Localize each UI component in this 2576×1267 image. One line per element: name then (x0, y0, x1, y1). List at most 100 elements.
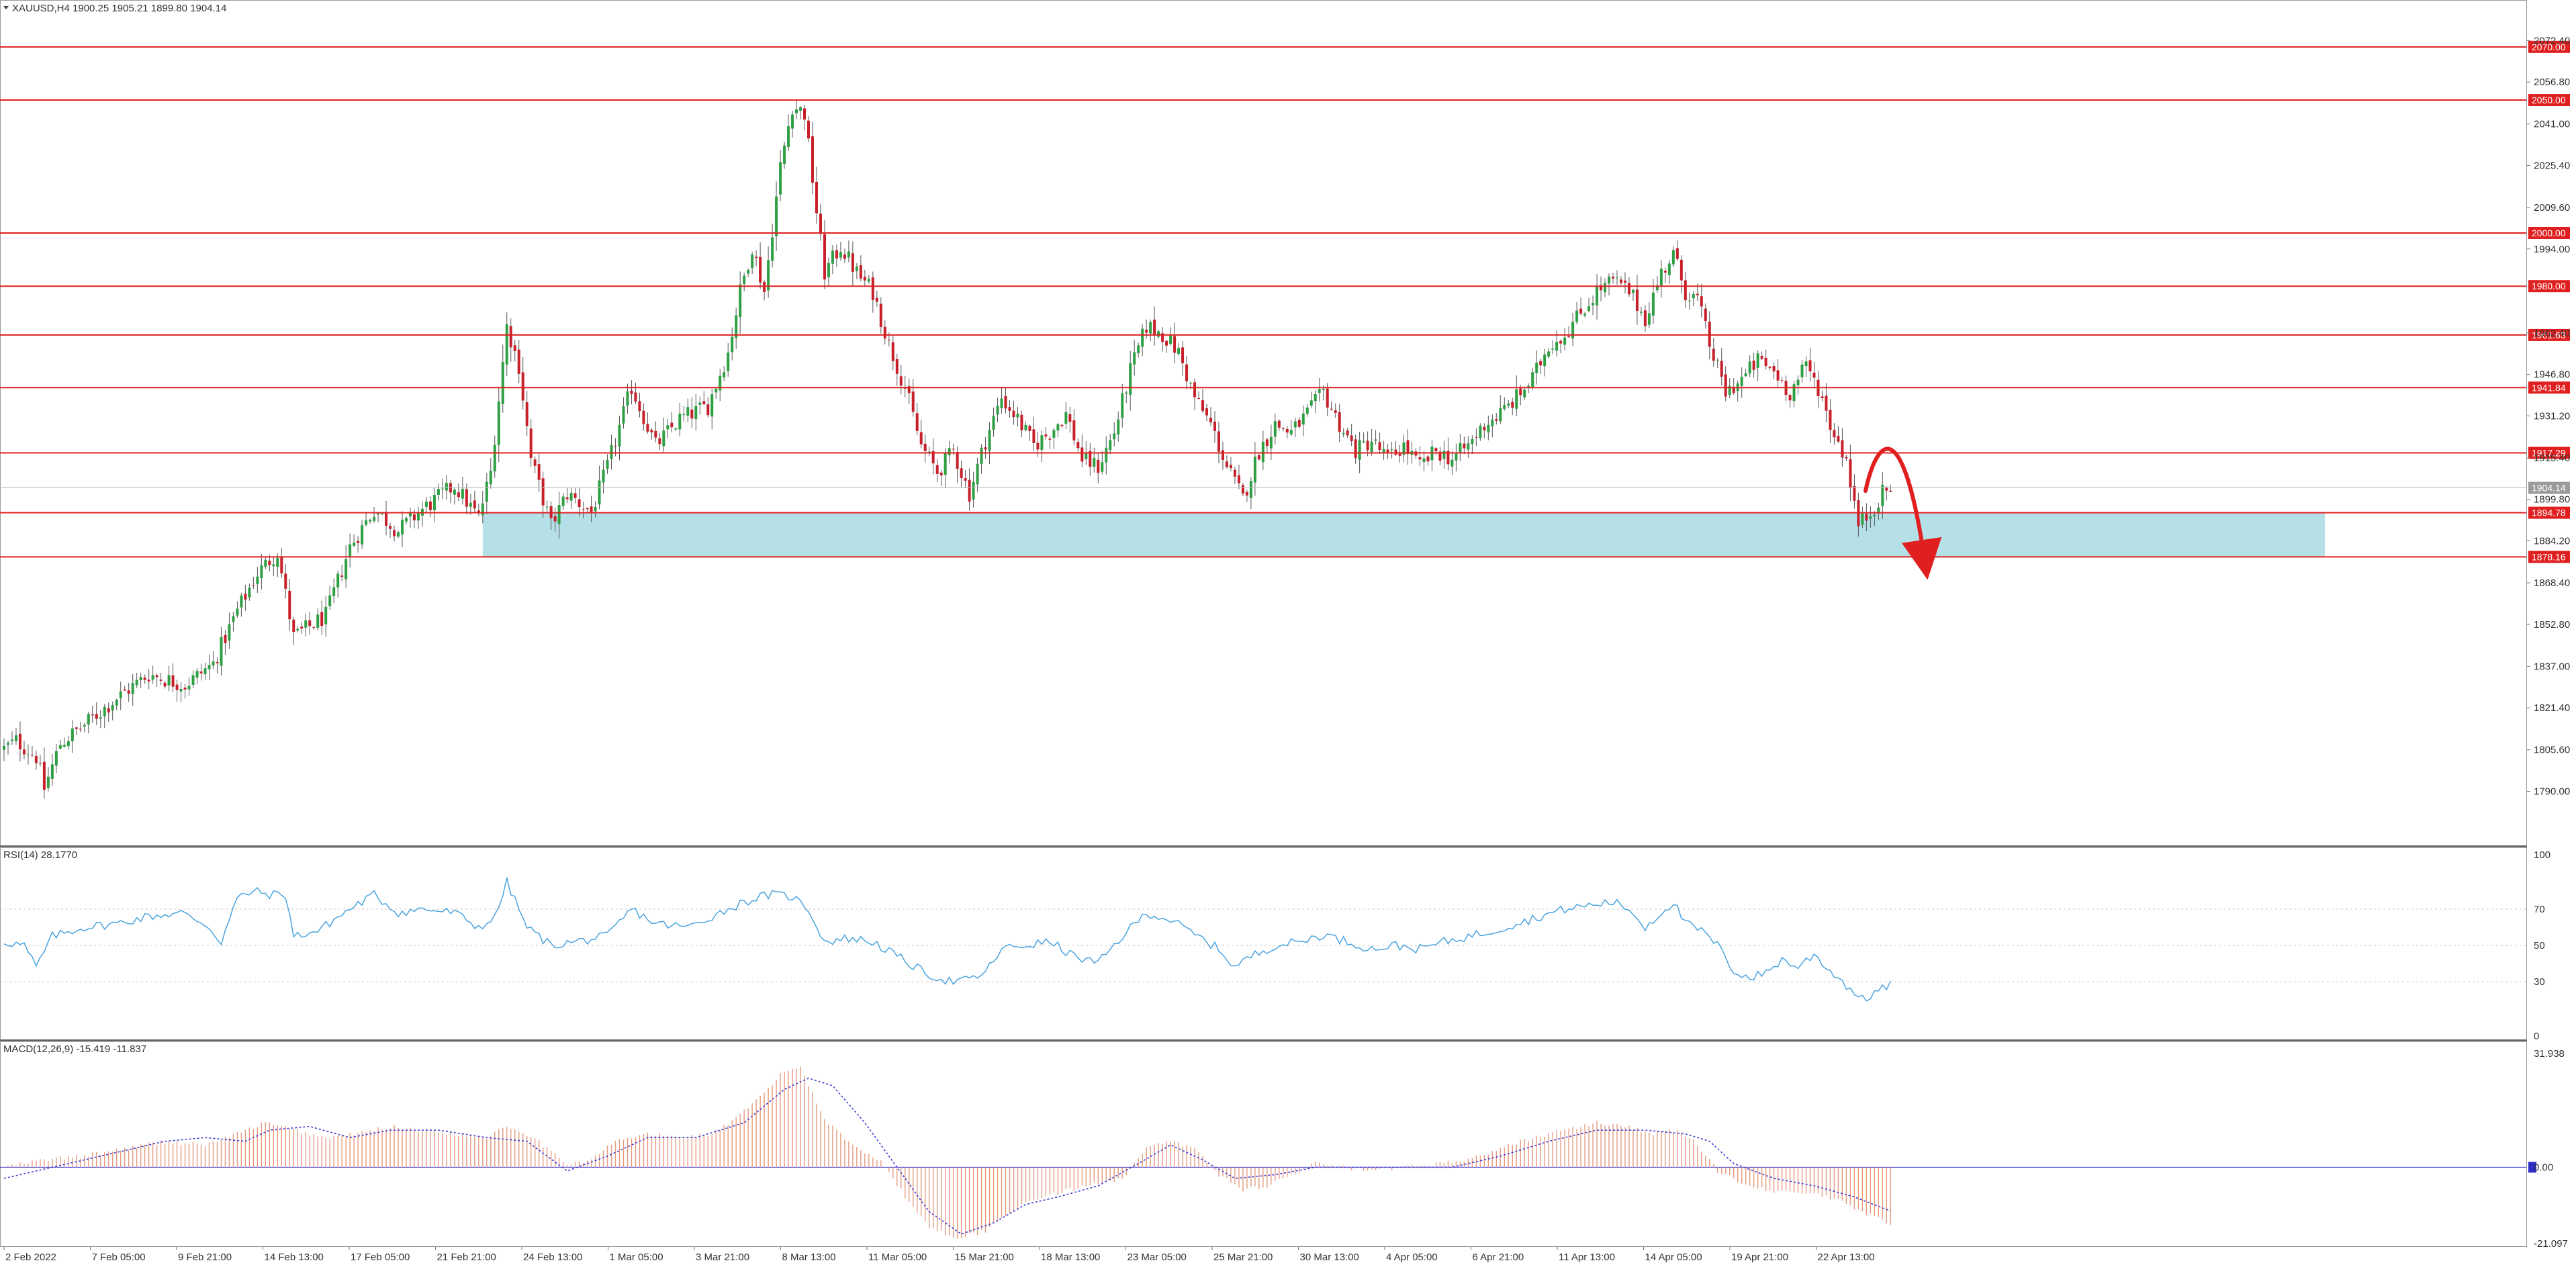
candle-bull (948, 448, 951, 456)
candle-bull (151, 675, 154, 680)
candle-bull (397, 532, 400, 537)
candle-bear (803, 108, 807, 120)
candle-bull (1491, 419, 1494, 426)
candle-bear (1776, 370, 1780, 381)
candle-bear (1808, 360, 1812, 372)
candle-bull (1137, 345, 1140, 353)
time-tick-label: 1 Mar 05:00 (610, 1252, 663, 1263)
candle-bull (135, 679, 138, 686)
forecast-arrow-layer[interactable] (1864, 447, 1942, 580)
rsi-tick-label: 0 (2534, 1031, 2539, 1042)
candle-bull (1141, 328, 1144, 347)
candle-bear (590, 506, 593, 512)
candle-bear (163, 682, 167, 687)
candle-bear (871, 277, 874, 300)
candle-bull (1615, 277, 1618, 279)
candle-bear (1475, 436, 1478, 438)
candle-bull (1861, 513, 1864, 525)
candle-bear (573, 493, 577, 498)
candle-bull (1804, 361, 1808, 367)
candle-bull (1471, 438, 1474, 444)
candle-bull (1085, 452, 1088, 459)
price-tick-label: 1915.40 (2534, 453, 2570, 464)
candle-bear (1245, 491, 1248, 496)
collapse-triangle-icon[interactable] (3, 6, 9, 9)
candle-bull (731, 336, 734, 353)
level-tag-1980-00 (2528, 280, 2570, 293)
candle-bull (1547, 351, 1551, 357)
time-tick-label: 22 Apr 13:00 (1818, 1252, 1875, 1263)
candle-bear (1237, 475, 1240, 483)
candle-bear (755, 256, 758, 259)
candle-bull (715, 388, 718, 393)
time-tick-label: 30 Mar 13:00 (1300, 1252, 1359, 1263)
candle-bear (1326, 388, 1329, 408)
candle-bear (1229, 465, 1232, 469)
price-tick-label: 1931.20 (2534, 410, 2570, 422)
candle-bear (883, 326, 886, 339)
candle-bear (1048, 438, 1052, 440)
candle-bull (775, 196, 778, 236)
candle-bull (453, 489, 456, 495)
candle-bull (1253, 457, 1256, 483)
candle-bull (332, 587, 336, 596)
candle-bear (759, 256, 762, 283)
candle-bear (75, 727, 78, 729)
candle-bull (296, 628, 300, 630)
candle-bear (1257, 455, 1260, 460)
time-tick-label: 17 Feb 05:00 (351, 1252, 410, 1263)
candle-bear (1519, 388, 1522, 395)
candle-bull (272, 564, 275, 567)
candle-bear (1849, 459, 1852, 488)
time-tick-label: 14 Feb 13:00 (265, 1252, 324, 1263)
candle-bull (1551, 348, 1555, 350)
candle-bull (767, 260, 770, 291)
candle-bear (509, 326, 512, 348)
candle-bull (678, 414, 682, 430)
candle-bull (408, 512, 412, 517)
candle-bear (159, 679, 163, 681)
candle-bull (610, 444, 613, 459)
candle-bear (1812, 372, 1816, 378)
candle-bull (751, 254, 754, 269)
price-tick-label: 1805.60 (2534, 745, 2570, 756)
candle-bear (1277, 420, 1281, 428)
candle-bear (1012, 410, 1015, 417)
candle-bull (831, 250, 834, 264)
candle-bull (779, 162, 782, 195)
candle-bear (1145, 329, 1148, 333)
candle-bull (1716, 359, 1719, 361)
candle-bull (561, 496, 565, 506)
time-tick-label: 11 Mar 05:00 (868, 1252, 927, 1263)
time-tick-label: 25 Mar 21:00 (1213, 1252, 1273, 1263)
candle-bear (428, 501, 432, 510)
candle-bull (228, 624, 231, 641)
candle-bear (34, 755, 38, 763)
candle-bull (787, 126, 790, 147)
time-axis-layer: 2 Feb 2022 7 Feb 05:00 9 Feb 21:00 14 Feb 1… (3, 1247, 1875, 1263)
candle-bull (87, 714, 90, 724)
candle-bull (944, 453, 947, 475)
candle-bull (1105, 447, 1108, 463)
candle-bear (143, 677, 146, 680)
candle-bull (739, 284, 742, 318)
candle-bull (1305, 407, 1309, 414)
time-tick-label: 14 Apr 05:00 (1645, 1252, 1702, 1263)
candle-bear (477, 510, 480, 513)
candle-bull (783, 145, 786, 165)
candle-bull (501, 362, 504, 404)
candle-bear (1072, 420, 1076, 440)
candle-bull (373, 516, 376, 521)
candle-bull (1555, 342, 1559, 351)
candle-bull (232, 616, 235, 622)
candle-bear (1712, 348, 1715, 361)
time-tick-label: 15 Mar 21:00 (955, 1252, 1014, 1263)
candle-bull (1322, 389, 1325, 390)
candle-bear (1076, 442, 1080, 449)
candle-bull (1455, 453, 1458, 461)
horizontal-levels-layer[interactable]: 2070.00 2050.00 2000.00 1980.00 1961.63 1941.… (0, 40, 2570, 563)
level-price-label: 1941.84 (2532, 382, 2566, 393)
level-price-label: 2000.00 (2532, 228, 2566, 238)
candle-bull (1877, 507, 1880, 514)
